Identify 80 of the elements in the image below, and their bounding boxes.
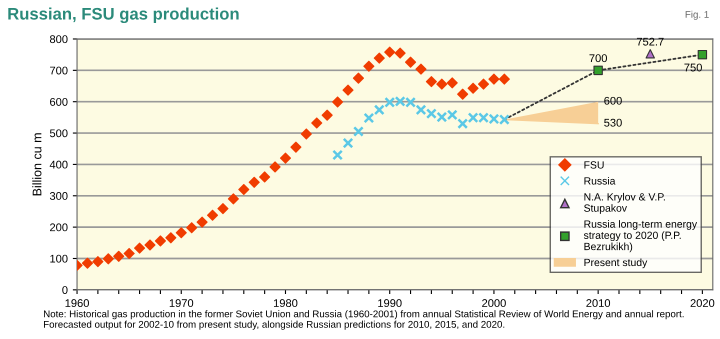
annotation: 530 xyxy=(604,118,622,127)
chart-title: Russian, FSU gas production xyxy=(8,7,239,24)
data-label: 752.7 xyxy=(636,38,664,46)
x-tick-label: 1960 xyxy=(66,299,89,308)
point xyxy=(374,104,385,116)
point xyxy=(290,142,302,153)
point xyxy=(468,82,479,94)
point xyxy=(363,60,374,72)
point xyxy=(102,253,114,264)
point xyxy=(353,126,364,137)
point xyxy=(436,78,448,90)
point xyxy=(176,227,187,238)
legend-label: FSU xyxy=(584,161,604,169)
point xyxy=(322,110,333,121)
y-tick-label: 200 xyxy=(50,223,68,232)
point xyxy=(488,74,500,85)
legend-label: Russia long-term energy strategy to 2020 (P.P. Bezrukikh) xyxy=(584,220,698,252)
point xyxy=(154,235,166,246)
text: Note: Historical gas production in the former Soviet Union and Russia (1960-2001) from annual Statistical Review of World Energy and annual report. Forecasted output for 2002-10 from present study, alongside Russian predictions for 2010, 2015, and 2020. xyxy=(44,310,684,330)
point xyxy=(426,76,437,88)
point xyxy=(144,239,156,251)
point xyxy=(280,152,292,164)
point xyxy=(124,248,135,260)
point xyxy=(300,128,312,140)
point xyxy=(404,56,416,68)
x-tick-label: 2000 xyxy=(482,299,506,308)
point xyxy=(457,118,468,130)
x-tick-label: 1970 xyxy=(170,299,194,308)
point xyxy=(457,88,468,100)
x-tick-label: 2020 xyxy=(690,299,714,308)
point xyxy=(394,48,406,59)
point xyxy=(342,138,354,149)
point xyxy=(165,232,176,244)
point xyxy=(446,77,458,88)
point xyxy=(593,66,603,76)
point xyxy=(206,210,218,221)
x-tick-label: 1990 xyxy=(378,299,402,308)
y-tick-label: 800 xyxy=(50,35,68,44)
point xyxy=(698,50,708,60)
point xyxy=(415,64,427,75)
data-label: 700 xyxy=(589,54,607,62)
point xyxy=(478,78,490,90)
point xyxy=(186,222,198,234)
y-tick-label: 700 xyxy=(50,66,68,74)
y-axis-title: Billion cu m xyxy=(32,133,42,196)
y-tick-label: 0 xyxy=(62,286,68,294)
point xyxy=(217,203,229,214)
point xyxy=(363,112,374,124)
point xyxy=(352,72,364,84)
point xyxy=(134,242,146,254)
point xyxy=(374,52,385,64)
legend-label: N.A. Krylov & V.P. Stupakov xyxy=(584,192,665,214)
annotation: 600 xyxy=(604,96,622,105)
point xyxy=(498,74,510,85)
point xyxy=(113,250,124,262)
point xyxy=(238,184,250,196)
point xyxy=(82,258,94,269)
point xyxy=(311,117,322,129)
y-tick-label: 400 xyxy=(50,160,68,169)
point xyxy=(270,161,281,172)
caption: Fig. 1 xyxy=(686,10,709,20)
data-label: 750 xyxy=(684,64,702,72)
legend-label: Present study xyxy=(584,258,648,268)
x-tick-label: 2010 xyxy=(586,299,610,308)
y-tick-label: 600 xyxy=(50,98,68,106)
point xyxy=(92,256,104,268)
point xyxy=(196,216,208,228)
point xyxy=(646,49,655,59)
point xyxy=(259,171,270,183)
y-tick-label: 300 xyxy=(50,192,68,200)
y-tick-label: 500 xyxy=(50,129,68,138)
point xyxy=(342,84,354,96)
y-tick-label: 100 xyxy=(50,254,68,263)
point xyxy=(332,150,344,160)
point xyxy=(332,96,344,108)
point xyxy=(248,176,260,188)
legend-label: Russia xyxy=(584,176,616,185)
x-tick-label: 1980 xyxy=(274,299,298,308)
point xyxy=(384,46,396,58)
point xyxy=(228,193,239,204)
